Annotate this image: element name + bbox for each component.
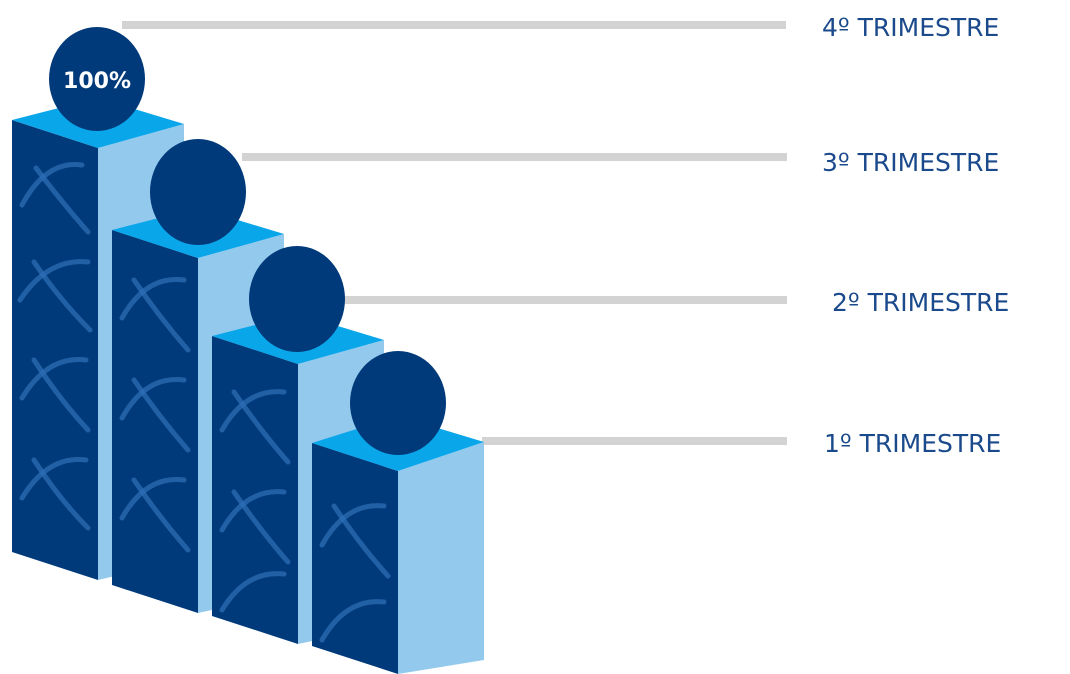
column-pattern bbox=[17, 162, 93, 531]
column-side-face bbox=[398, 442, 484, 674]
label-q1: 1º TRIMESTRE bbox=[824, 429, 1001, 458]
column-pattern bbox=[319, 503, 391, 643]
step-head-q1 bbox=[350, 351, 446, 455]
step-head-q2 bbox=[249, 246, 345, 352]
column-front-face bbox=[312, 443, 398, 674]
column-front-face bbox=[112, 230, 198, 613]
step-head-q3 bbox=[150, 139, 246, 245]
column-front-face bbox=[12, 120, 98, 580]
label-q4: 4º TRIMESTRE bbox=[822, 13, 999, 42]
label-q3: 3º TRIMESTRE bbox=[822, 148, 999, 177]
column-pattern bbox=[119, 276, 191, 553]
label-q2: 2º TRIMESTRE bbox=[832, 288, 1009, 317]
step-head-q4 bbox=[49, 27, 145, 131]
step-column-q1 bbox=[312, 416, 484, 674]
column-pattern bbox=[219, 389, 291, 613]
completion-badge: 100% bbox=[63, 69, 131, 94]
